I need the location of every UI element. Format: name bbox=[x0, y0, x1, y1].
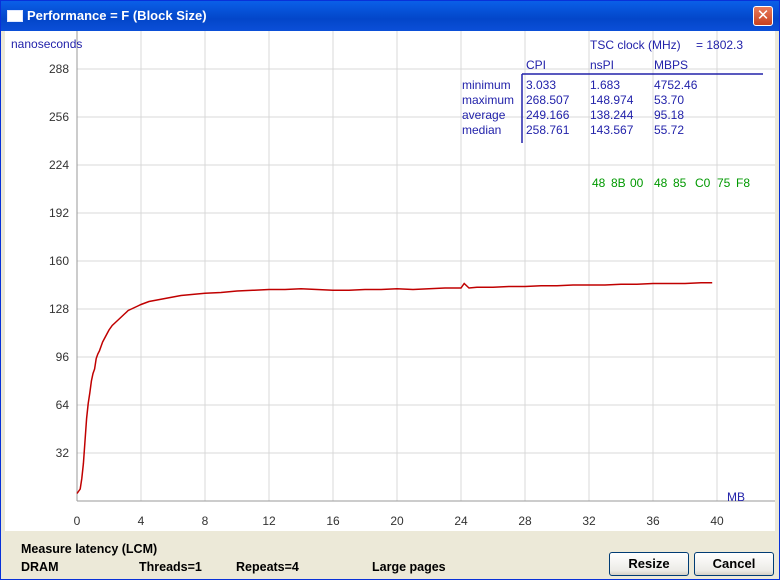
stats-nspi-value: 138.244 bbox=[590, 108, 634, 122]
y-tick-label: 192 bbox=[49, 206, 69, 220]
latency-series-line bbox=[76, 282, 713, 494]
y-tick-label: 96 bbox=[56, 350, 70, 364]
tsc-clock-value: = 1802.3 bbox=[696, 38, 743, 52]
x-tick-label: 32 bbox=[582, 514, 596, 528]
x-tick-label: 8 bbox=[202, 514, 209, 528]
y-tick-label: 128 bbox=[49, 302, 69, 316]
stats-cpi-value: 268.507 bbox=[526, 93, 570, 107]
y-axis-label: nanoseconds bbox=[11, 37, 82, 51]
opcode-byte: 75 bbox=[717, 176, 731, 190]
chart-area: 0 4 8 12 16 20 24 28 32 36 40 32 64 96 128 160 192 224 256… bbox=[5, 31, 775, 531]
x-tick-label: 28 bbox=[518, 514, 532, 528]
opcode-byte: 00 bbox=[630, 176, 644, 190]
title-bar[interactable]: Performance = F (Block Size) ✕ bbox=[1, 1, 779, 31]
stats-nspi-value: 143.567 bbox=[590, 123, 634, 137]
stats-nspi-value: 148.974 bbox=[590, 93, 634, 107]
y-tick-label: 160 bbox=[49, 254, 69, 268]
window-title: Performance = F (Block Size) bbox=[27, 8, 207, 23]
x-tick-label: 24 bbox=[454, 514, 468, 528]
x-axis-label: MB bbox=[727, 490, 745, 504]
y-tick-label: 32 bbox=[56, 446, 70, 460]
x-tick-label: 36 bbox=[646, 514, 660, 528]
stats-cpi-value: 3.033 bbox=[526, 78, 556, 92]
x-tick-label: 0 bbox=[74, 514, 81, 528]
status-panel: Measure latency (LCM) DRAM Threads=1 Rep… bbox=[1, 531, 779, 579]
y-tick-label: 256 bbox=[49, 110, 69, 124]
stats-cpi-value: 258.761 bbox=[526, 123, 570, 137]
resize-button[interactable]: Resize bbox=[609, 552, 689, 576]
stats-row-label: median bbox=[462, 123, 501, 137]
pages-text: Large pages bbox=[372, 560, 446, 574]
opcode-byte: 48 bbox=[592, 176, 606, 190]
stats-mbps-value: 4752.46 bbox=[654, 78, 698, 92]
opcode-byte: 8B bbox=[611, 176, 626, 190]
x-tick-label: 20 bbox=[390, 514, 404, 528]
stats-header-cpi: CPI bbox=[526, 58, 546, 72]
opcode-byte: 48 bbox=[654, 176, 668, 190]
x-tick-label: 4 bbox=[138, 514, 145, 528]
stats-mbps-value: 53.70 bbox=[654, 93, 684, 107]
stats-nspi-value: 1.683 bbox=[590, 78, 620, 92]
memory-type-text: DRAM bbox=[21, 560, 59, 574]
x-tick-label: 40 bbox=[710, 514, 724, 528]
tsc-clock-label: TSC clock (MHz) bbox=[590, 38, 681, 52]
y-tick-label: 224 bbox=[49, 158, 69, 172]
stats-header-nspi: nsPI bbox=[590, 58, 614, 72]
opcode-byte: F8 bbox=[736, 176, 750, 190]
opcode-byte: 85 bbox=[673, 176, 687, 190]
stats-row-label: maximum bbox=[462, 93, 514, 107]
stats-mbps-value: 55.72 bbox=[654, 123, 684, 137]
y-tick-label: 288 bbox=[49, 62, 69, 76]
cancel-button[interactable]: Cancel bbox=[694, 552, 774, 576]
stats-header-mbps: MBPS bbox=[654, 58, 688, 72]
stats-row-label: minimum bbox=[462, 78, 511, 92]
stats-mbps-value: 95.18 bbox=[654, 108, 684, 122]
x-tick-label: 12 bbox=[262, 514, 276, 528]
measure-mode-text: Measure latency (LCM) bbox=[21, 542, 158, 556]
threads-text: Threads=1 bbox=[139, 560, 202, 574]
y-tick-label: 64 bbox=[56, 398, 70, 412]
latency-chart: 0 4 8 12 16 20 24 28 32 36 40326496128160192224256… bbox=[11, 31, 775, 528]
repeats-text: Repeats=4 bbox=[236, 560, 299, 574]
close-button[interactable]: ✕ bbox=[753, 6, 773, 26]
stats-row-label: average bbox=[462, 108, 506, 122]
window-icon bbox=[7, 10, 23, 22]
stats-cpi-value: 249.166 bbox=[526, 108, 570, 122]
x-tick-label: 16 bbox=[326, 514, 340, 528]
opcode-byte: C0 bbox=[695, 176, 711, 190]
